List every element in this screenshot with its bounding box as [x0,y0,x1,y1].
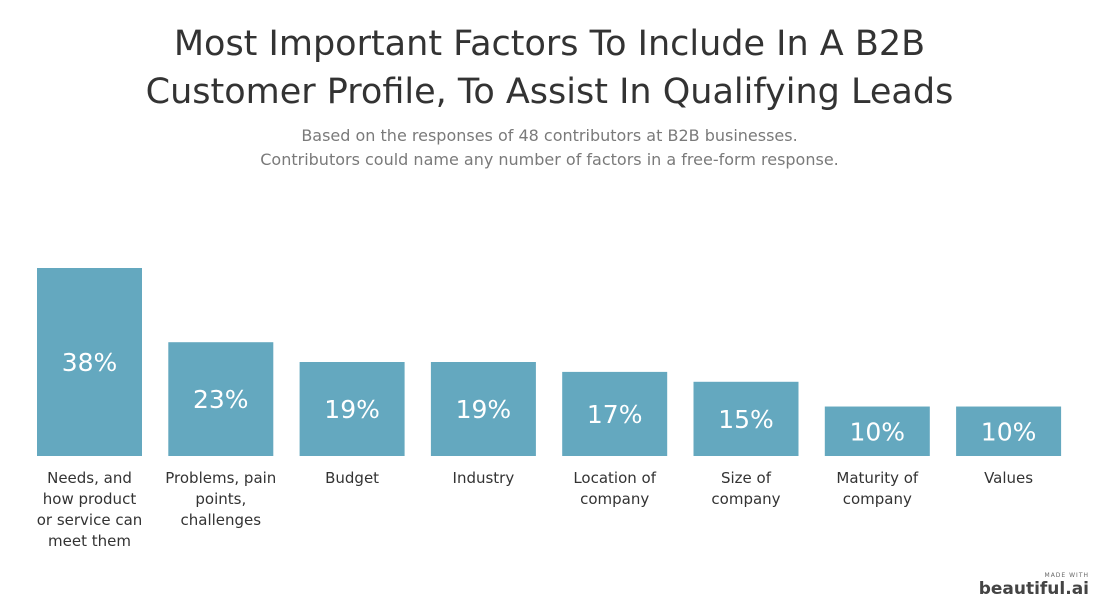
bar-value-label-3: 19% [324,395,380,424]
made-with-label: MADE WITH [1044,572,1089,579]
chart-title-line-1: Most Important Factors To Include In A B… [173,24,926,64]
bar-value-label-6: 15% [718,405,774,434]
chart-subtitle-line-2: Contributors could name any number of fa… [260,150,839,169]
bar-3 [299,362,405,456]
brand-logo: beautiful.ai [978,579,1089,599]
chart-subtitle: Based on the responses of 48 contributor… [0,124,1099,172]
chart-title: Most Important Factors To Include In A B… [0,20,1099,116]
bar-7 [824,406,930,456]
bar-4 [430,362,536,456]
bar-6 [693,381,799,456]
bar-value-label-4: 19% [456,395,512,424]
category-label-1: Needs, and how product or service can me… [36,469,143,550]
bar-value-label-8: 10% [981,417,1037,446]
bar-5 [562,371,668,456]
chart-subtitle-line-1: Based on the responses of 48 contributor… [301,126,798,145]
category-label-2: Problems, pain points, challenges [165,469,277,529]
bar-1 [37,268,142,456]
bar-value-label-5: 17% [587,400,643,429]
category-label-5: Location of company [573,469,657,508]
bar-value-label-7: 10% [850,417,906,446]
category-label-4: Industry [452,469,515,487]
bar-2 [168,342,274,456]
chart-title-line-2: Customer Profile, To Assist In Qualifyin… [145,72,954,112]
bar-value-label-1: 38% [62,348,118,377]
bar-8 [956,406,1062,456]
bar-value-label-2: 23% [193,385,249,414]
category-label-6: Size of company [711,469,781,508]
category-label-3: Budget [325,469,380,487]
category-label-7: Maturity of company [836,469,919,508]
category-label-8: Values [984,469,1034,487]
branding: MADE WITH beautiful.ai [979,572,1089,599]
